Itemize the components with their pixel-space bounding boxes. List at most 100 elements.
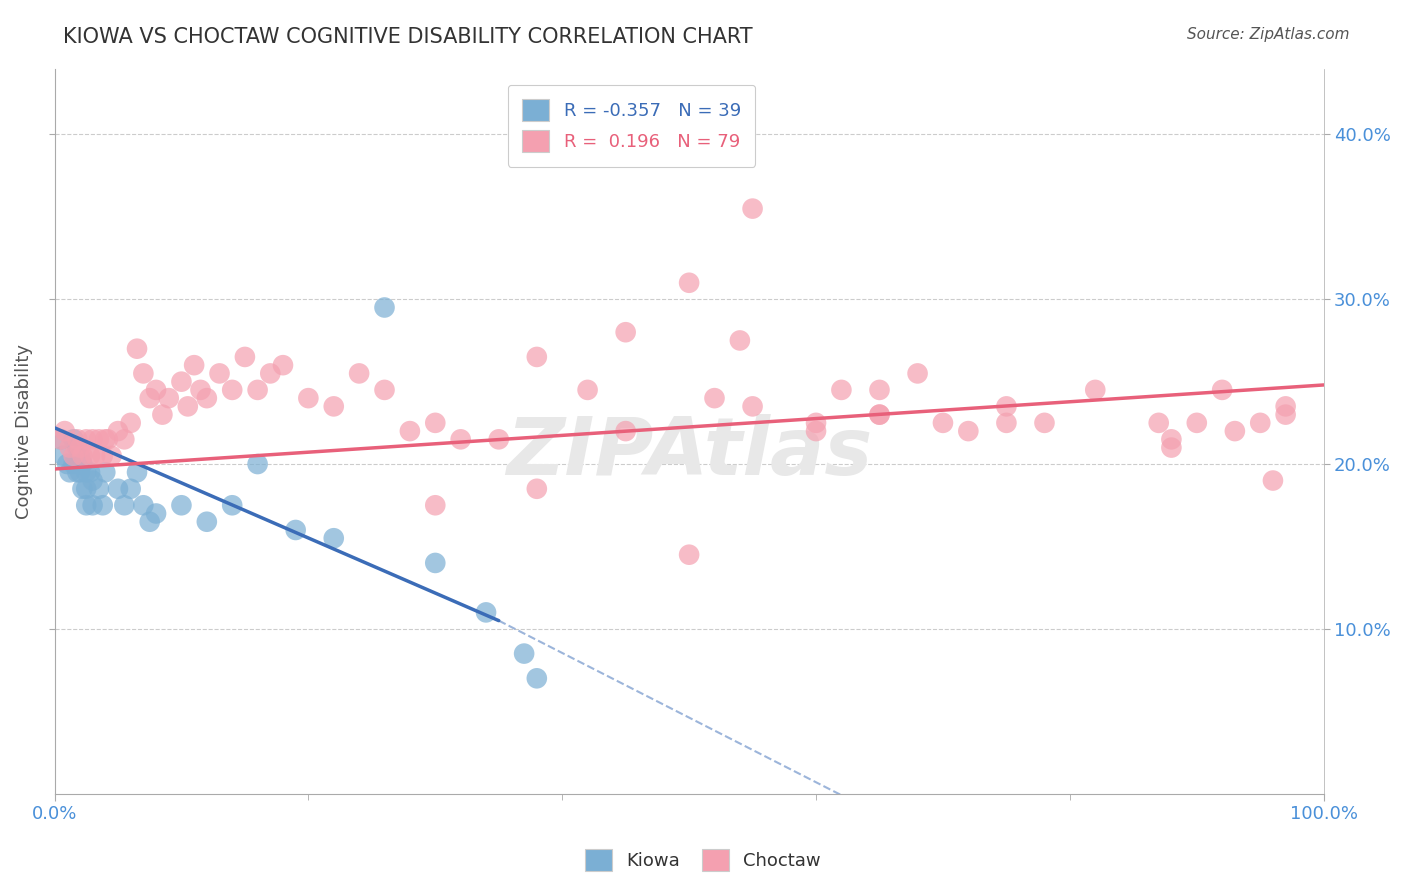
- Point: [488, 433, 510, 447]
- Point: [91, 498, 114, 512]
- Point: [526, 350, 548, 364]
- Point: [75, 433, 97, 447]
- Point: [87, 482, 110, 496]
- Point: [59, 441, 82, 455]
- Point: [576, 383, 599, 397]
- Point: [52, 449, 75, 463]
- Point: [614, 325, 637, 339]
- Point: [425, 556, 447, 570]
- Point: [69, 465, 91, 479]
- Legend: R = -0.357   N = 39, R =  0.196   N = 79: R = -0.357 N = 39, R = 0.196 N = 79: [508, 85, 755, 167]
- Point: [112, 433, 135, 447]
- Point: [132, 498, 155, 512]
- Point: [907, 367, 929, 381]
- Point: [830, 383, 852, 397]
- Point: [152, 408, 174, 422]
- Point: [183, 358, 205, 372]
- Point: [703, 391, 725, 405]
- Point: [1033, 416, 1056, 430]
- Point: [741, 400, 763, 414]
- Point: [120, 416, 142, 430]
- Point: [1211, 383, 1233, 397]
- Point: [138, 515, 160, 529]
- Point: [53, 424, 76, 438]
- Point: [373, 301, 395, 315]
- Point: [322, 400, 344, 414]
- Point: [399, 424, 422, 438]
- Point: [91, 449, 114, 463]
- Point: [1274, 400, 1296, 414]
- Point: [1274, 408, 1296, 422]
- Point: [66, 441, 89, 455]
- Point: [190, 383, 212, 397]
- Point: [246, 383, 269, 397]
- Point: [678, 276, 700, 290]
- Point: [1261, 474, 1284, 488]
- Point: [932, 416, 955, 430]
- Point: [107, 482, 129, 496]
- Point: [69, 449, 91, 463]
- Text: Source: ZipAtlas.com: Source: ZipAtlas.com: [1187, 27, 1350, 42]
- Point: [221, 498, 243, 512]
- Point: [72, 449, 94, 463]
- Point: [79, 465, 101, 479]
- Point: [221, 383, 243, 397]
- Point: [526, 482, 548, 496]
- Point: [145, 507, 167, 521]
- Point: [373, 383, 395, 397]
- Point: [957, 424, 980, 438]
- Point: [75, 482, 97, 496]
- Point: [112, 498, 135, 512]
- Point: [87, 433, 110, 447]
- Point: [246, 457, 269, 471]
- Point: [62, 457, 84, 471]
- Point: [728, 334, 751, 348]
- Point: [49, 433, 72, 447]
- Point: [195, 391, 218, 405]
- Point: [125, 465, 148, 479]
- Point: [157, 391, 180, 405]
- Point: [100, 449, 122, 463]
- Point: [475, 606, 498, 620]
- Point: [56, 457, 79, 471]
- Point: [72, 482, 94, 496]
- Point: [170, 375, 193, 389]
- Point: [271, 358, 294, 372]
- Point: [1084, 383, 1107, 397]
- Point: [425, 416, 447, 430]
- Point: [145, 383, 167, 397]
- Point: [75, 498, 97, 512]
- Point: [1223, 424, 1246, 438]
- Point: [741, 202, 763, 216]
- Point: [1147, 416, 1170, 430]
- Point: [69, 441, 91, 455]
- Point: [259, 367, 281, 381]
- Point: [107, 424, 129, 438]
- Point: [1249, 416, 1271, 430]
- Point: [75, 465, 97, 479]
- Point: [94, 465, 117, 479]
- Point: [62, 433, 84, 447]
- Point: [62, 449, 84, 463]
- Point: [195, 515, 218, 529]
- Point: [79, 449, 101, 463]
- Point: [49, 433, 72, 447]
- Point: [869, 408, 891, 422]
- Point: [450, 433, 472, 447]
- Point: [84, 449, 107, 463]
- Text: KIOWA VS CHOCTAW COGNITIVE DISABILITY CORRELATION CHART: KIOWA VS CHOCTAW COGNITIVE DISABILITY CO…: [63, 27, 752, 46]
- Legend: Kiowa, Choctaw: Kiowa, Choctaw: [578, 842, 828, 879]
- Point: [513, 647, 536, 661]
- Point: [177, 400, 200, 414]
- Point: [132, 367, 155, 381]
- Point: [208, 367, 231, 381]
- Point: [322, 531, 344, 545]
- Point: [804, 416, 827, 430]
- Point: [804, 424, 827, 438]
- Point: [66, 433, 89, 447]
- Point: [347, 367, 370, 381]
- Point: [125, 342, 148, 356]
- Point: [82, 433, 104, 447]
- Point: [94, 433, 117, 447]
- Point: [297, 391, 319, 405]
